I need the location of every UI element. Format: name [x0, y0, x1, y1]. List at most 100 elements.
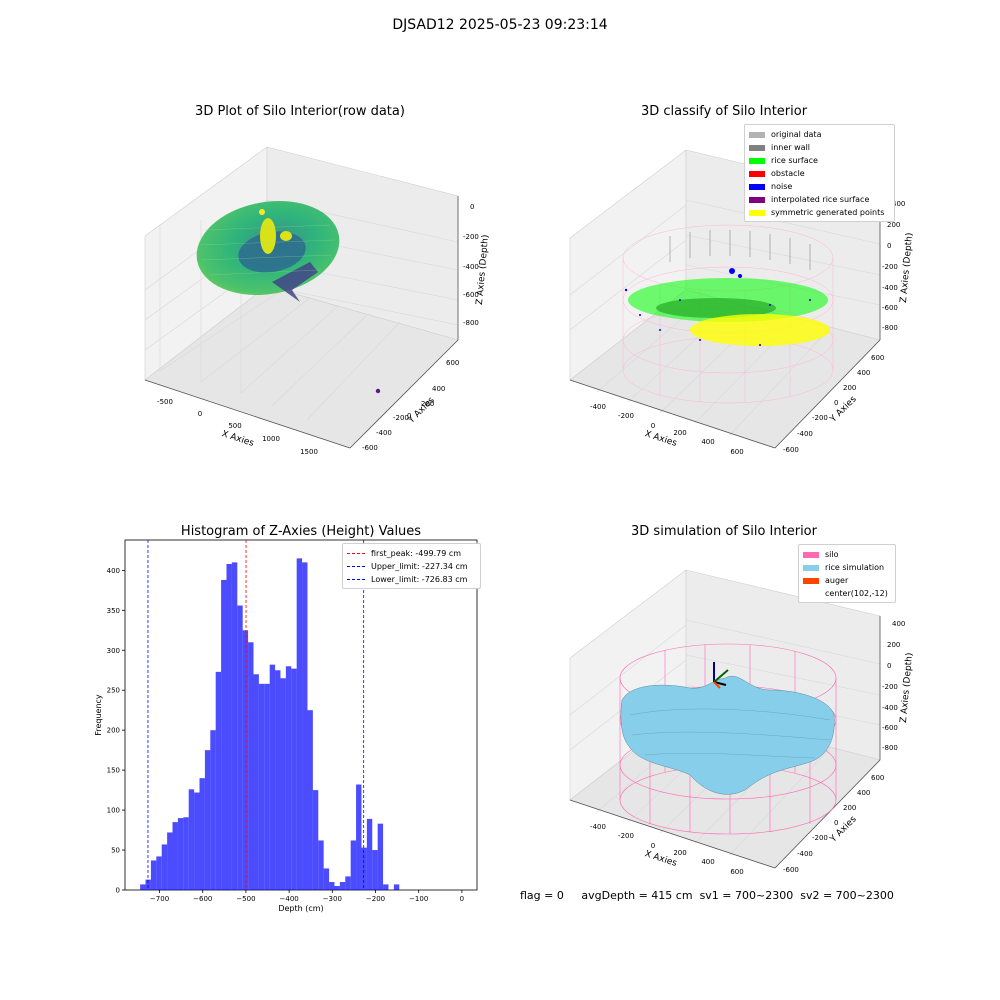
legend-swatch — [803, 551, 819, 558]
legend-swatch — [749, 157, 765, 164]
classify-ztick: -600 — [882, 304, 898, 312]
raw-xtick: -500 — [157, 398, 173, 406]
simulation-ztick: -400 — [882, 704, 898, 712]
simulation-xtick: -400 — [590, 823, 606, 831]
legend-label: rice simulation — [825, 563, 885, 572]
histogram-bar — [372, 850, 378, 890]
legend-label: symmetric generated points — [771, 208, 885, 217]
legend-item: rice simulation — [803, 561, 891, 574]
classify-ytick: -600 — [783, 446, 799, 454]
classify-ztick: 400 — [892, 200, 905, 208]
histogram-bar — [318, 840, 324, 890]
x-tick-label: −100 — [409, 895, 428, 903]
classify-plot-title: 3D classify of Silo Interior — [640, 104, 808, 119]
flag-value: flag = 0 — [520, 889, 564, 902]
histogram-reference-lines — [147, 540, 365, 890]
legend-label: auger — [825, 576, 849, 585]
histogram-bar — [334, 886, 340, 890]
histogram-bar — [285, 666, 292, 890]
classify-legend: original data inner wall rice surface ob… — [744, 124, 895, 222]
classify-ztick: -200 — [882, 263, 898, 271]
histogram-bar — [145, 879, 151, 890]
legend-swatch — [749, 183, 765, 190]
classify-ztick: -800 — [882, 324, 898, 332]
classify-ztick: 200 — [887, 221, 900, 229]
histogram-bar — [356, 784, 362, 890]
simulation-ytick: 400 — [857, 789, 870, 797]
histogram-bar — [291, 668, 297, 890]
simulation-plot-title: 3D simulation of Silo Interior — [631, 524, 817, 539]
simulation-xtick: 400 — [701, 858, 714, 866]
x-tick-label: 0 — [460, 895, 464, 903]
simulation-ztick: 0 — [887, 662, 891, 670]
histogram-bar — [215, 671, 222, 890]
classify-ytick: 200 — [843, 384, 856, 392]
classify-ytick: -400 — [797, 430, 813, 438]
histogram-bar — [345, 876, 351, 890]
raw-xtick: 1000 — [262, 435, 280, 443]
histogram-bar — [302, 562, 308, 890]
histogram-xlabel: Depth (cm) — [278, 904, 323, 913]
histogram-xticks: −700 −600 −500 −400 −300 −200 −100 0 — [150, 890, 464, 903]
legend-item: interpolated rice surface — [749, 193, 890, 206]
histogram-bar — [264, 683, 270, 890]
y-tick-label: 350 — [107, 607, 120, 615]
histogram-legend: first_peak: -499.79 cm Upper_limit: -227… — [342, 543, 481, 589]
legend-item: obstacle — [749, 167, 890, 180]
histogram-bar — [280, 678, 286, 890]
classify-ztick: -400 — [882, 284, 898, 292]
classify-inner-wall — [669, 230, 811, 270]
raw-xtick: 0 — [198, 410, 202, 418]
histogram-bar — [307, 710, 313, 890]
y-tick-label: 100 — [107, 807, 120, 815]
classify-xtick: 400 — [701, 438, 714, 446]
histogram-bar — [253, 674, 259, 890]
legend-label: Lower_limit: -726.83 cm — [371, 575, 468, 584]
histogram-bar — [183, 817, 189, 890]
histogram-bar — [150, 860, 157, 890]
simulation-xtick: 200 — [673, 849, 686, 857]
legend-swatch — [749, 170, 765, 177]
histogram-bar — [199, 778, 205, 890]
legend-label: silo — [825, 550, 839, 559]
x-tick-label: −500 — [236, 895, 255, 903]
simulation-ztick: 200 — [887, 641, 900, 649]
y-tick-label: 400 — [107, 567, 120, 575]
legend-item: rice surface — [749, 154, 890, 167]
classify-ztick: 0 — [887, 242, 891, 250]
legend-label: original data — [771, 130, 822, 139]
legend-item: center(102,-12) — [803, 587, 891, 600]
x-tick-label: −400 — [280, 895, 299, 903]
histogram-yticks: 0 50 100 150 200 250 300 350 400 — [107, 567, 125, 895]
histogram-bar — [275, 670, 281, 890]
histogram-bar — [248, 642, 254, 890]
simulation-xtick: 600 — [730, 868, 743, 876]
auger-icon — [713, 662, 729, 689]
x-tick-label: −200 — [366, 895, 385, 903]
legend-item: auger — [803, 574, 891, 587]
histogram-bar — [237, 605, 243, 890]
legend-line — [347, 553, 365, 554]
raw-outlier-point — [375, 388, 381, 394]
classify-xtick: 600 — [730, 448, 743, 456]
raw-xtick: 500 — [228, 422, 241, 430]
histogram-bar — [161, 844, 168, 890]
legend-swatch — [803, 577, 819, 584]
legend-swatch — [749, 131, 765, 138]
legend-label: rice surface — [771, 156, 818, 165]
classify-ytick: 400 — [857, 369, 870, 377]
legend-swatch — [749, 196, 765, 203]
histogram-bar — [188, 789, 195, 890]
histogram-bar — [140, 884, 146, 890]
histogram-bar — [361, 847, 367, 890]
raw-ytick: -600 — [362, 444, 378, 452]
legend-item: silo — [803, 548, 891, 561]
histogram-bar — [312, 790, 319, 890]
legend-swatch — [803, 591, 819, 597]
histogram-bar — [231, 562, 238, 890]
classify-xtick: 200 — [673, 429, 686, 437]
simulation-zlabel: Z Axies (Depth) — [899, 652, 915, 723]
simulation-ytick: 0 — [834, 819, 838, 827]
simulation-legend: silo rice simulation auger center(102,-1… — [798, 544, 896, 603]
